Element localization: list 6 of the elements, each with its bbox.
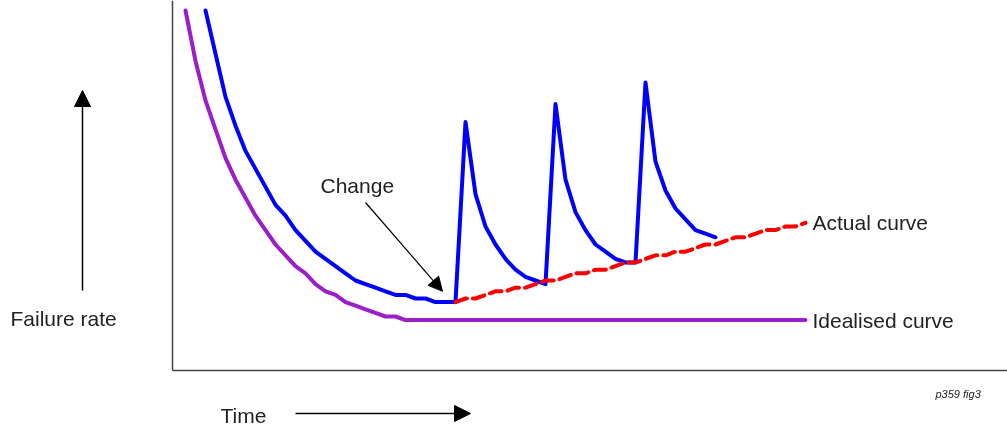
series-label: Actual curve [812, 211, 929, 235]
text: p359 fig3 [934, 387, 982, 400]
x-axis-title: Time [220, 404, 267, 427]
annotation: Change [320, 174, 395, 197]
y-axis-title: Failure rate [10, 307, 117, 330]
series-label: Idealised curve [812, 308, 954, 332]
